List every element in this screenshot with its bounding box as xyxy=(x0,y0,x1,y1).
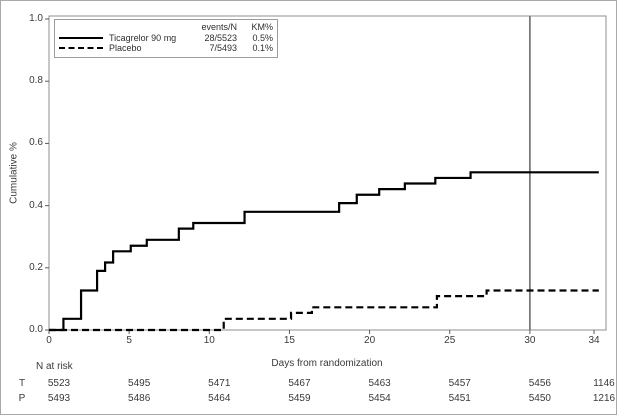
y-tick-label: 0.8 xyxy=(29,75,43,87)
risk-row-label-P: P xyxy=(18,393,26,404)
risk-value: 5471 xyxy=(208,378,231,389)
risk-value: 5464 xyxy=(208,393,231,404)
legend-label-placebo: Placebo xyxy=(109,43,142,54)
risk-value: 5486 xyxy=(128,393,151,404)
y-tick-label: 0.0 xyxy=(29,324,43,335)
legend-km-placebo: 0.1% xyxy=(252,43,273,54)
risk-value: 5457 xyxy=(448,378,471,389)
solid-line-swatch-icon xyxy=(59,36,103,39)
y-axis-title: Cumulative % xyxy=(8,142,20,204)
legend-header-row: events/N KM% xyxy=(59,22,273,33)
legend-header-km: KM% xyxy=(251,22,273,33)
y-tick-label: 0.6 xyxy=(29,137,43,149)
risk-value: 5454 xyxy=(368,393,391,404)
risk-value: 1216 xyxy=(592,393,616,404)
risk-value: 5451 xyxy=(448,393,471,404)
plot-frame xyxy=(48,15,607,331)
x-tick-label: 30 xyxy=(524,335,536,346)
risk-value: 5495 xyxy=(128,378,151,389)
risk-value: 5493 xyxy=(47,393,71,404)
y-tick-label: 1.0 xyxy=(29,13,43,24)
curve-placebo xyxy=(49,289,599,332)
x-tick-label: 15 xyxy=(283,335,295,346)
risk-value: 5463 xyxy=(368,378,391,389)
legend-box: events/N KM% Ticagrelor 90 mg bd 28/5523… xyxy=(54,19,278,58)
x-tick-label: 10 xyxy=(203,335,215,346)
x-tick-label: 34 xyxy=(588,335,600,346)
x-axis-title: Days from randomization xyxy=(271,358,383,369)
curve-ticagrelor xyxy=(49,171,599,332)
legend-header-events: events/N xyxy=(201,22,237,33)
legend-label-ticagrelor: Ticagrelor 90 mg bd xyxy=(109,32,179,43)
legend-km-ticagrelor: 0.5% xyxy=(252,32,273,43)
risk-value: 5459 xyxy=(288,393,311,404)
x-tick-label: 0 xyxy=(46,335,52,346)
x-tick-label: 5 xyxy=(126,335,132,346)
x-tick-label: 20 xyxy=(364,335,376,346)
y-tick-label: 0.4 xyxy=(29,199,43,211)
dashed-line-swatch-icon xyxy=(59,47,103,50)
legend-events-placebo: 7/5493 xyxy=(209,43,237,54)
x-tick-label: 25 xyxy=(444,335,456,346)
legend-row-placebo: Placebo 7/5493 0.1% xyxy=(59,43,273,54)
n-at-risk-label: N at risk xyxy=(36,361,73,372)
y-tick-label: 0.2 xyxy=(29,261,43,273)
risk-value: 5450 xyxy=(528,393,551,404)
risk-value: 1146 xyxy=(593,378,615,389)
risk-value: 5456 xyxy=(528,378,551,389)
risk-row-label-T: T xyxy=(18,378,26,389)
legend-events-ticagrelor: 28/5523 xyxy=(204,32,237,43)
risk-value: 5523 xyxy=(47,378,71,389)
legend-row-ticagrelor: Ticagrelor 90 mg bd 28/5523 0.5% xyxy=(59,33,273,44)
risk-value: 5467 xyxy=(288,378,311,389)
